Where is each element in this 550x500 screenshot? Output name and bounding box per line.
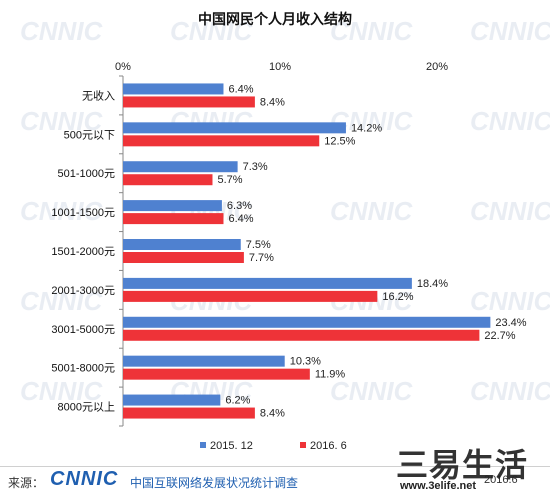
source-label: 来源：	[8, 476, 45, 490]
data-label: 8.4%	[260, 96, 285, 108]
data-label: 14.2%	[351, 122, 382, 134]
category-label: 1501-2000元	[51, 246, 115, 258]
watermark-text: CNNIC	[330, 16, 414, 46]
x-tick-label: 20%	[426, 61, 448, 73]
data-label: 18.4%	[417, 278, 448, 290]
source-organization: 中国互联网络发展状况统计调查	[130, 476, 299, 490]
bar	[123, 200, 222, 212]
bar	[123, 407, 255, 419]
watermark-text: CNNIC	[20, 106, 104, 136]
bar	[123, 394, 221, 406]
watermark-text: CNNIC	[470, 286, 550, 316]
watermark-text: CNNIC	[20, 16, 104, 46]
bar	[123, 239, 241, 250]
legend-swatch	[200, 442, 206, 448]
bar	[123, 135, 320, 147]
data-label: 7.3%	[243, 161, 268, 173]
data-label: 22.7%	[484, 330, 515, 342]
data-label: 7.7%	[249, 252, 274, 264]
category-label: 8000元以上	[58, 401, 115, 414]
bar	[123, 122, 346, 134]
legend-swatch	[300, 442, 306, 448]
legend-label: 2015. 12	[210, 440, 253, 452]
bar	[123, 329, 480, 341]
chart-title: 中国网民个人月收入结构	[198, 11, 352, 27]
bar	[123, 290, 378, 302]
data-label: 11.9%	[315, 369, 346, 381]
data-label: 8.4%	[260, 408, 285, 420]
watermark-text: CNNIC	[170, 16, 254, 46]
watermark-text: CNNIC	[20, 286, 104, 316]
category-label: 501-1000元	[58, 168, 116, 180]
watermark-text: CNNIC	[20, 376, 104, 406]
x-tick-label: 10%	[269, 61, 291, 73]
footer	[0, 466, 550, 500]
x-tick-label: 0%	[115, 61, 131, 73]
data-label: 6.4%	[228, 83, 253, 95]
category-label: 无收入	[82, 88, 115, 102]
data-label: 12.5%	[324, 135, 355, 147]
bar	[123, 368, 310, 380]
category-label: 2001-3000元	[51, 285, 115, 297]
data-label: 6.4%	[228, 213, 253, 225]
watermark-text: CNNIC	[470, 16, 550, 46]
watermark-text: CNNIC	[20, 196, 104, 226]
data-label: 6.3%	[227, 200, 252, 212]
legend-label: 2016. 6	[310, 440, 347, 452]
bar	[123, 96, 255, 108]
category-label: 1001-1500元	[51, 207, 115, 219]
footer-divider	[0, 466, 550, 467]
category-label: 500元以下	[64, 129, 115, 141]
watermark-text: CNNIC	[470, 196, 550, 226]
data-label: 16.2%	[382, 291, 413, 303]
bar	[123, 355, 285, 367]
category-label: 5001-8000元	[51, 363, 115, 375]
category-label: 3001-5000元	[51, 324, 115, 336]
site-watermark-url: www.3elife.net	[400, 480, 477, 492]
watermark-text: CNNIC	[470, 106, 550, 136]
watermark-text: CNNIC	[470, 376, 550, 406]
data-label: 6.2%	[225, 395, 250, 407]
footer-date: 2016.6	[484, 474, 518, 486]
data-label: 7.5%	[246, 239, 271, 251]
data-label: 23.4%	[495, 317, 526, 329]
bar	[123, 316, 491, 328]
watermark-text: CNNIC	[330, 376, 414, 406]
bar	[123, 277, 412, 289]
cnnic-logo: CNNIC	[50, 468, 119, 490]
bar	[123, 174, 213, 186]
data-label: 5.7%	[217, 174, 242, 186]
site-watermark-name: 三易生活	[396, 447, 529, 483]
bar	[123, 161, 238, 173]
bar	[123, 83, 224, 95]
watermark-text: CNNIC	[330, 196, 414, 226]
bar	[123, 252, 244, 263]
bar	[123, 213, 224, 225]
data-label: 10.3%	[290, 356, 321, 368]
